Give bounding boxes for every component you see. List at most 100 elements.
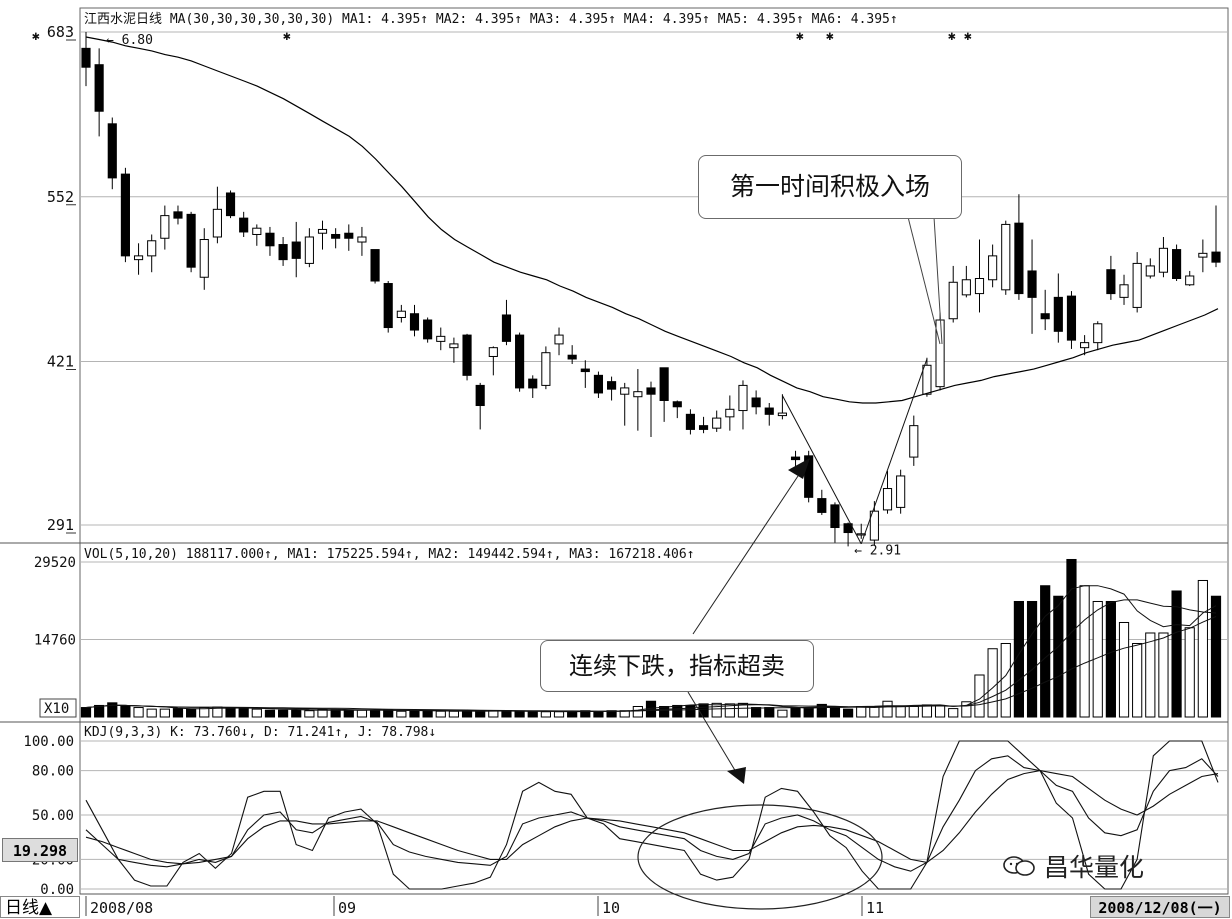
- volume-bar-down: [238, 707, 249, 718]
- candle-body-up: [1001, 223, 1011, 291]
- candle: [922, 357, 932, 397]
- candle: [620, 382, 630, 426]
- candle-body-up: [449, 343, 459, 349]
- candle-body-down: [225, 192, 236, 217]
- volume-bar-down: [567, 711, 578, 718]
- candle: [94, 48, 104, 137]
- candle: [331, 228, 341, 249]
- volume-bar-up: [895, 705, 906, 718]
- volume-bar-down: [172, 708, 184, 718]
- candle-body-down: [817, 498, 827, 513]
- volume-bar-down: [698, 703, 709, 718]
- price-tick-label: 683: [47, 23, 74, 41]
- candle-body-up: [357, 236, 367, 243]
- volume-bar-up: [448, 710, 460, 718]
- candle: [843, 522, 853, 547]
- candle: [291, 221, 301, 278]
- volume-header: VOL(5,10,20) 188117.000↑, MA1: 175225.59…: [84, 547, 694, 562]
- volume-bar-up: [737, 702, 749, 718]
- candle: [160, 205, 170, 250]
- volume-bar-up: [1132, 642, 1143, 718]
- candle-body-down: [790, 456, 801, 461]
- candle: [1106, 255, 1116, 300]
- volume-bar-down: [1026, 600, 1038, 718]
- candle-body-down: [567, 354, 577, 360]
- kdj-j-line: [85, 740, 1219, 890]
- volume-bar-down: [593, 711, 604, 718]
- volume-bar-up: [961, 701, 972, 718]
- volume-bar-down: [409, 710, 420, 718]
- candle: [988, 244, 998, 288]
- volume-bar-up: [1079, 585, 1090, 718]
- candle: [423, 317, 433, 343]
- oversold-arrow-down-head: [727, 767, 746, 784]
- price-tick-label: 421: [47, 353, 74, 371]
- price-tick-label: 552: [47, 188, 74, 206]
- candle-body-down: [1027, 270, 1037, 298]
- candle-body-down: [528, 378, 538, 389]
- volume-bar-down: [225, 707, 236, 718]
- candle: [541, 346, 551, 390]
- volume-bar-down: [80, 707, 92, 718]
- candle-body-up: [948, 281, 958, 320]
- candle: [751, 390, 761, 415]
- volume-bar-up: [948, 708, 959, 718]
- volume-bar-down: [383, 709, 394, 718]
- candle-body-down: [1014, 222, 1024, 295]
- candle-body-down: [331, 233, 341, 239]
- candle: [357, 226, 367, 256]
- kdj-panel: [85, 740, 1219, 910]
- candle-body-up: [896, 475, 906, 508]
- candle-body-down: [580, 368, 590, 373]
- candle: [856, 523, 866, 539]
- volume-bar-down: [672, 704, 683, 718]
- volume-bar-down: [264, 709, 276, 718]
- watermark-text: 昌华量化: [1044, 853, 1145, 882]
- volume-bar-down: [829, 707, 841, 718]
- candle-body-down: [1106, 269, 1116, 295]
- volume-bar-up: [488, 710, 499, 718]
- candle-body-down: [278, 244, 288, 261]
- candle: [1132, 252, 1142, 313]
- volume-bar-down: [120, 705, 131, 718]
- volume-bar-up: [159, 708, 170, 718]
- volume-bar-up: [435, 710, 446, 718]
- candle-body-up: [488, 347, 498, 357]
- volume-bar-up: [133, 707, 144, 718]
- candle-body-down: [607, 381, 617, 390]
- candle: [554, 327, 564, 356]
- candle-body-up: [252, 227, 262, 235]
- candle-body-down: [515, 334, 525, 389]
- volume-bar-down: [94, 704, 105, 718]
- candle-body-down: [239, 217, 249, 233]
- volume-ma20-line: [85, 616, 1217, 712]
- candle-body-down: [291, 241, 301, 259]
- kdj-tick-label: 80.00: [32, 764, 74, 780]
- candle-body-up: [1119, 284, 1129, 298]
- volume-bar-up: [921, 704, 933, 718]
- candle: [199, 228, 209, 290]
- candle: [147, 234, 157, 273]
- candle-body-up: [620, 387, 630, 395]
- candle-body-up: [541, 352, 551, 386]
- price-header: 江西水泥日线 MA(30,30,30,30,30,30) MA1: 4.395↑…: [84, 12, 898, 27]
- candle-body-up: [160, 215, 170, 239]
- volume-bar-up: [777, 709, 788, 718]
- volume-bar-down: [1171, 590, 1182, 718]
- candle: [1172, 244, 1182, 282]
- oversold-arrow-up-head: [788, 458, 810, 479]
- x-axis-label: 09: [338, 899, 356, 917]
- volume-bar-up: [1184, 627, 1195, 718]
- period-selector[interactable]: 日线▲: [0, 896, 80, 918]
- candle-body-up: [988, 255, 998, 281]
- volume-bar-down: [659, 705, 670, 718]
- volume-bar-up: [1000, 642, 1011, 718]
- panel-frames: [0, 7, 1229, 895]
- oversold-arrow-up-line: [692, 469, 803, 635]
- candle-body-up: [909, 425, 919, 458]
- candle-body-up: [712, 417, 722, 429]
- candle: [1198, 239, 1208, 273]
- volume-bar-down: [343, 709, 354, 718]
- chart-frame: [79, 7, 1229, 895]
- volume-bar-down: [369, 709, 381, 718]
